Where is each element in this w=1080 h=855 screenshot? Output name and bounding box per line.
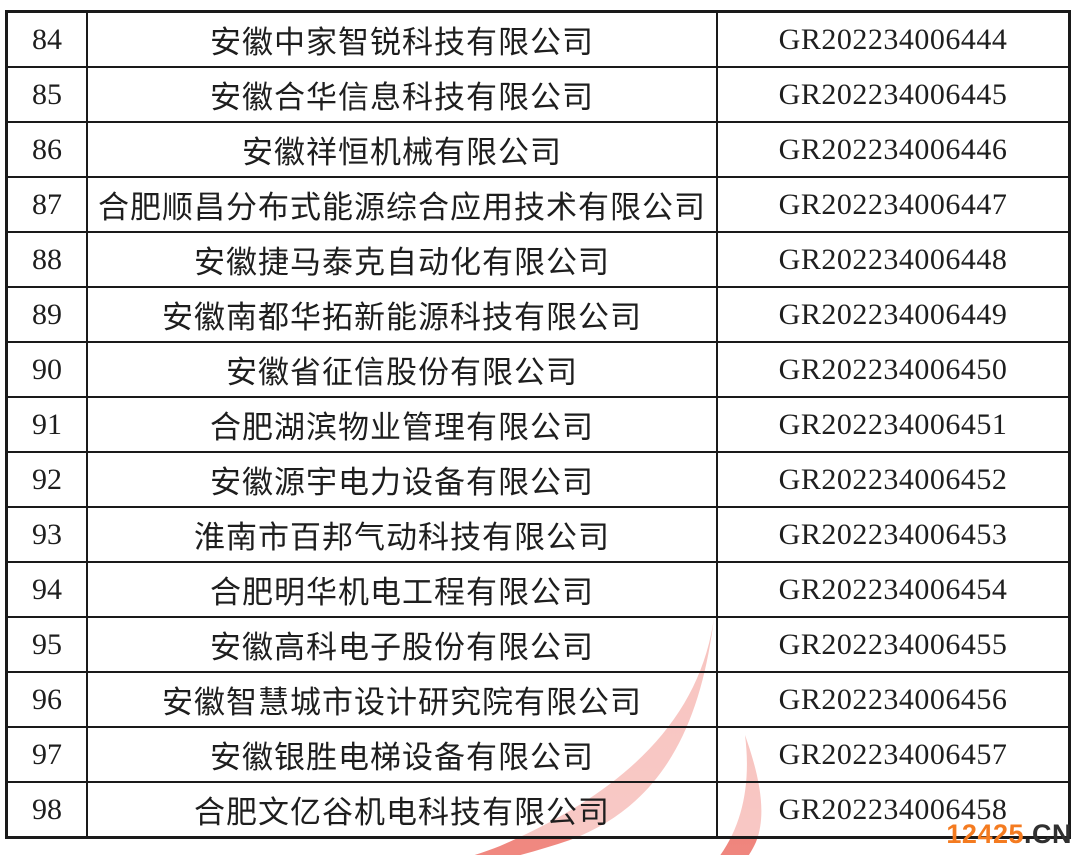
table-row: 93 淮南市百邦气动科技有限公司 GR202234006453: [8, 506, 1068, 561]
company-name-cell: 合肥明华机电工程有限公司: [88, 563, 718, 616]
table-row: 85 安徽合华信息科技有限公司 GR202234006445: [8, 66, 1068, 121]
table-row: 90 安徽省征信股份有限公司 GR202234006450: [8, 341, 1068, 396]
table-row: 91 合肥湖滨物业管理有限公司 GR202234006451: [8, 396, 1068, 451]
certificate-table: 84 安徽中家智锐科技有限公司 GR202234006444 85 安徽合华信息…: [5, 10, 1071, 839]
site-watermark-tld: .CN: [1024, 819, 1072, 849]
company-name-cell: 合肥顺昌分布式能源综合应用技术有限公司: [88, 178, 718, 231]
company-name-cell: 安徽智慧城市设计研究院有限公司: [88, 673, 718, 726]
company-name-cell: 安徽祥恒机械有限公司: [88, 123, 718, 176]
certificate-code-cell: GR202234006456: [718, 673, 1068, 726]
certificate-code-cell: GR202234006449: [718, 288, 1068, 341]
table-row: 89 安徽南都华拓新能源科技有限公司 GR202234006449: [8, 286, 1068, 341]
table-row: 97 安徽银胜电梯设备有限公司 GR202234006457: [8, 726, 1068, 781]
certificate-code-cell: GR202234006445: [718, 68, 1068, 121]
company-name-cell: 合肥湖滨物业管理有限公司: [88, 398, 718, 451]
company-name-cell: 安徽捷马泰克自动化有限公司: [88, 233, 718, 286]
row-number-cell: 97: [8, 728, 88, 781]
row-number-cell: 84: [8, 13, 88, 66]
row-number-cell: 92: [8, 453, 88, 506]
row-number-cell: 86: [8, 123, 88, 176]
company-name-cell: 安徽中家智锐科技有限公司: [88, 13, 718, 66]
row-number-cell: 98: [8, 783, 88, 836]
table-row: 87 合肥顺昌分布式能源综合应用技术有限公司 GR202234006447: [8, 176, 1068, 231]
site-watermark: 12425.CN: [946, 819, 1072, 850]
table-row: 92 安徽源宇电力设备有限公司 GR202234006452: [8, 451, 1068, 506]
company-name-cell: 淮南市百邦气动科技有限公司: [88, 508, 718, 561]
certificate-code-cell: GR202234006455: [718, 618, 1068, 671]
row-number-cell: 87: [8, 178, 88, 231]
certificate-code-cell: GR202234006457: [718, 728, 1068, 781]
certificate-code-cell: GR202234006447: [718, 178, 1068, 231]
row-number-cell: 90: [8, 343, 88, 396]
row-number-cell: 91: [8, 398, 88, 451]
certificate-code-cell: GR202234006452: [718, 453, 1068, 506]
table-row: 94 合肥明华机电工程有限公司 GR202234006454: [8, 561, 1068, 616]
company-name-cell: 安徽省征信股份有限公司: [88, 343, 718, 396]
row-number-cell: 93: [8, 508, 88, 561]
row-number-cell: 96: [8, 673, 88, 726]
row-number-cell: 89: [8, 288, 88, 341]
certificate-code-cell: GR202234006451: [718, 398, 1068, 451]
certificate-code-cell: GR202234006454: [718, 563, 1068, 616]
table-row: 96 安徽智慧城市设计研究院有限公司 GR202234006456: [8, 671, 1068, 726]
row-number-cell: 95: [8, 618, 88, 671]
certificate-code-cell: GR202234006446: [718, 123, 1068, 176]
company-name-cell: 安徽南都华拓新能源科技有限公司: [88, 288, 718, 341]
certificate-code-cell: GR202234006453: [718, 508, 1068, 561]
certificate-code-cell: GR202234006448: [718, 233, 1068, 286]
table-row: 84 安徽中家智锐科技有限公司 GR202234006444: [8, 13, 1068, 66]
row-number-cell: 94: [8, 563, 88, 616]
certificate-code-cell: GR202234006450: [718, 343, 1068, 396]
table-row: 98 合肥文亿谷机电科技有限公司 GR202234006458: [8, 781, 1068, 836]
company-name-cell: 合肥文亿谷机电科技有限公司: [88, 783, 718, 836]
table-row: 95 安徽高科电子股份有限公司 GR202234006455: [8, 616, 1068, 671]
row-number-cell: 85: [8, 68, 88, 121]
table-row: 86 安徽祥恒机械有限公司 GR202234006446: [8, 121, 1068, 176]
company-name-cell: 安徽源宇电力设备有限公司: [88, 453, 718, 506]
site-watermark-number: 12425: [946, 819, 1024, 849]
certificate-code-cell: GR202234006458: [718, 783, 1068, 836]
company-name-cell: 安徽银胜电梯设备有限公司: [88, 728, 718, 781]
certificate-code-cell: GR202234006444: [718, 13, 1068, 66]
company-name-cell: 安徽合华信息科技有限公司: [88, 68, 718, 121]
row-number-cell: 88: [8, 233, 88, 286]
table-row: 88 安徽捷马泰克自动化有限公司 GR202234006448: [8, 231, 1068, 286]
company-name-cell: 安徽高科电子股份有限公司: [88, 618, 718, 671]
